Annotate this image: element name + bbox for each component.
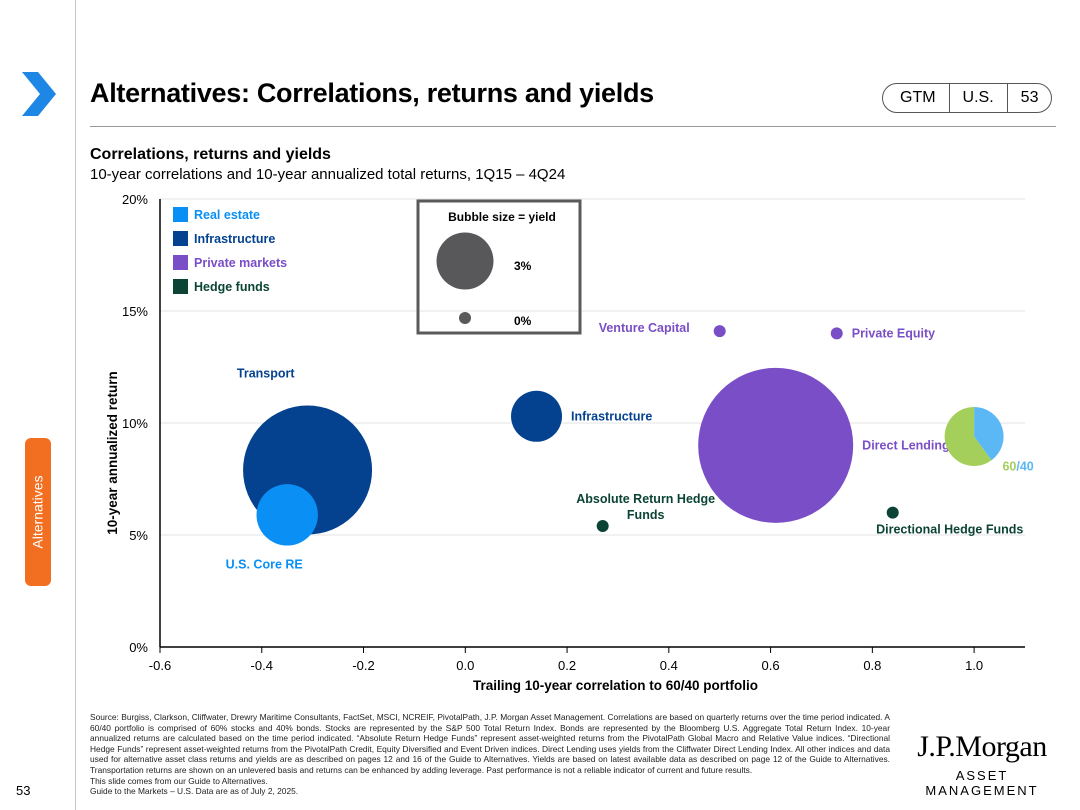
bubble-legend-large-label: 3% — [514, 259, 532, 273]
legend-label-private-markets: Private markets — [194, 256, 287, 270]
bubble-legend-small-label: 0% — [514, 314, 532, 328]
x-axis-title: Trailing 10-year correlation to 60/40 po… — [473, 678, 758, 693]
x-tick-label: -0.4 — [251, 658, 273, 673]
source-notes: Source: Burgiss, Clarkson, Cliffwater, D… — [90, 712, 890, 797]
legend-label-hedge-funds: Hedge funds — [194, 280, 270, 294]
logo-wordmark: J.P.Morgan — [917, 730, 1047, 763]
x-tick-label: 0.6 — [762, 658, 780, 673]
data-label-transport: Transport — [237, 367, 295, 381]
data-label-directional-hedge-funds: Directional Hedge Funds — [876, 523, 1023, 537]
bubble-size-legend-box — [416, 199, 582, 335]
jpmorgan-logo: J.P.Morgan ASSET MANAGEMENT — [907, 730, 1057, 798]
x-tick-label: 0.8 — [863, 658, 881, 673]
gtm-badge: GTM U.S. 53 — [882, 83, 1053, 113]
title-divider — [90, 126, 1056, 127]
bubble-legend-title: Bubble size = yield — [448, 210, 556, 224]
label-sixty: 60 — [1002, 459, 1016, 473]
data-label-absolute-return-hedge-funds-line2: Funds — [627, 508, 665, 522]
bubble-infrastructure — [511, 390, 563, 442]
page-number: 53 — [16, 783, 31, 798]
bubble-private-equity — [830, 327, 843, 340]
bubble-chart: 0% 5% 10% 15% 20% -0.6 -0.4 -0.2 0.0 0.2 0.4 0.6 0.8… — [105, 192, 1034, 693]
y-axis-title: 10-year annualized return — [105, 371, 120, 535]
y-tick-label: 0% — [129, 640, 148, 655]
section-tab-alternatives[interactable]: Alternatives — [25, 438, 51, 586]
source-date-note: Guide to the Markets – U.S. Data are as … — [90, 786, 299, 797]
source-guide-note: This slide comes from our Guide to Alter… — [90, 775, 268, 786]
label-forty: 40 — [1020, 459, 1034, 473]
y-tick-label: 5% — [129, 528, 148, 543]
legend-swatch-hedge-funds — [173, 279, 188, 294]
legend-label-real-estate: Real estate — [194, 208, 260, 222]
y-tick-label: 10% — [122, 416, 148, 431]
legend-swatch-private-markets — [173, 255, 188, 270]
legend-label-infrastructure: Infrastructure — [194, 232, 275, 246]
data-label-absolute-return-hedge-funds-line1: Absolute Return Hedge — [576, 492, 715, 506]
data-label-private-equity: Private Equity — [852, 326, 935, 340]
chevron-right-icon[interactable] — [20, 72, 56, 116]
x-tick-label: 0.4 — [660, 658, 678, 673]
bubble-u-s-core-re — [256, 484, 318, 546]
bubble-directional-hedge-funds — [886, 506, 899, 519]
bubble-legend-small-circle — [459, 312, 471, 324]
badge-page: 53 — [1006, 84, 1052, 112]
data-label-u-s-core-re: U.S. Core RE — [226, 558, 303, 572]
legend-swatch-infrastructure — [173, 231, 188, 246]
y-tick-label: 20% — [122, 192, 148, 207]
x-tick-label: 0.0 — [456, 658, 474, 673]
x-tick-label: -0.6 — [149, 658, 171, 673]
bubble-direct-lending — [698, 367, 854, 523]
data-label-infrastructure: Infrastructure — [571, 409, 652, 423]
bubble-venture-capital — [713, 325, 726, 338]
badge-gtm: GTM — [900, 89, 936, 106]
x-tick-label: 1.0 — [965, 658, 983, 673]
chart-subtitle: 10-year correlations and 10-year annuali… — [90, 166, 566, 183]
label-slash: / — [1016, 459, 1020, 473]
logo-subtitle: ASSET MANAGEMENT — [925, 768, 1039, 798]
bubble-absolute-return-hedge-funds — [596, 520, 609, 533]
page-title: Alternatives: Correlations, returns and … — [90, 78, 654, 108]
legend-swatch-real-estate — [173, 207, 188, 222]
source-text: Source: Burgiss, Clarkson, Cliffwater, D… — [90, 712, 890, 775]
badge-region: U.S. — [948, 84, 1007, 112]
pie-slice-stocks-60 — [944, 406, 992, 466]
x-tick-label: -0.2 — [352, 658, 374, 673]
pie-slice-bonds-40 — [974, 406, 1004, 461]
data-label-direct-lending: Direct Lending — [862, 438, 950, 452]
y-tick-label: 15% — [122, 304, 148, 319]
bubble-legend-large-circle — [436, 232, 494, 290]
data-label-venture-capital: Venture Capital — [599, 321, 690, 335]
x-tick-label: 0.2 — [558, 658, 576, 673]
portfolio-60-40-label: 60/40 — [1002, 459, 1033, 473]
left-rule — [75, 0, 76, 810]
chart-title: Correlations, returns and yields — [90, 146, 331, 163]
